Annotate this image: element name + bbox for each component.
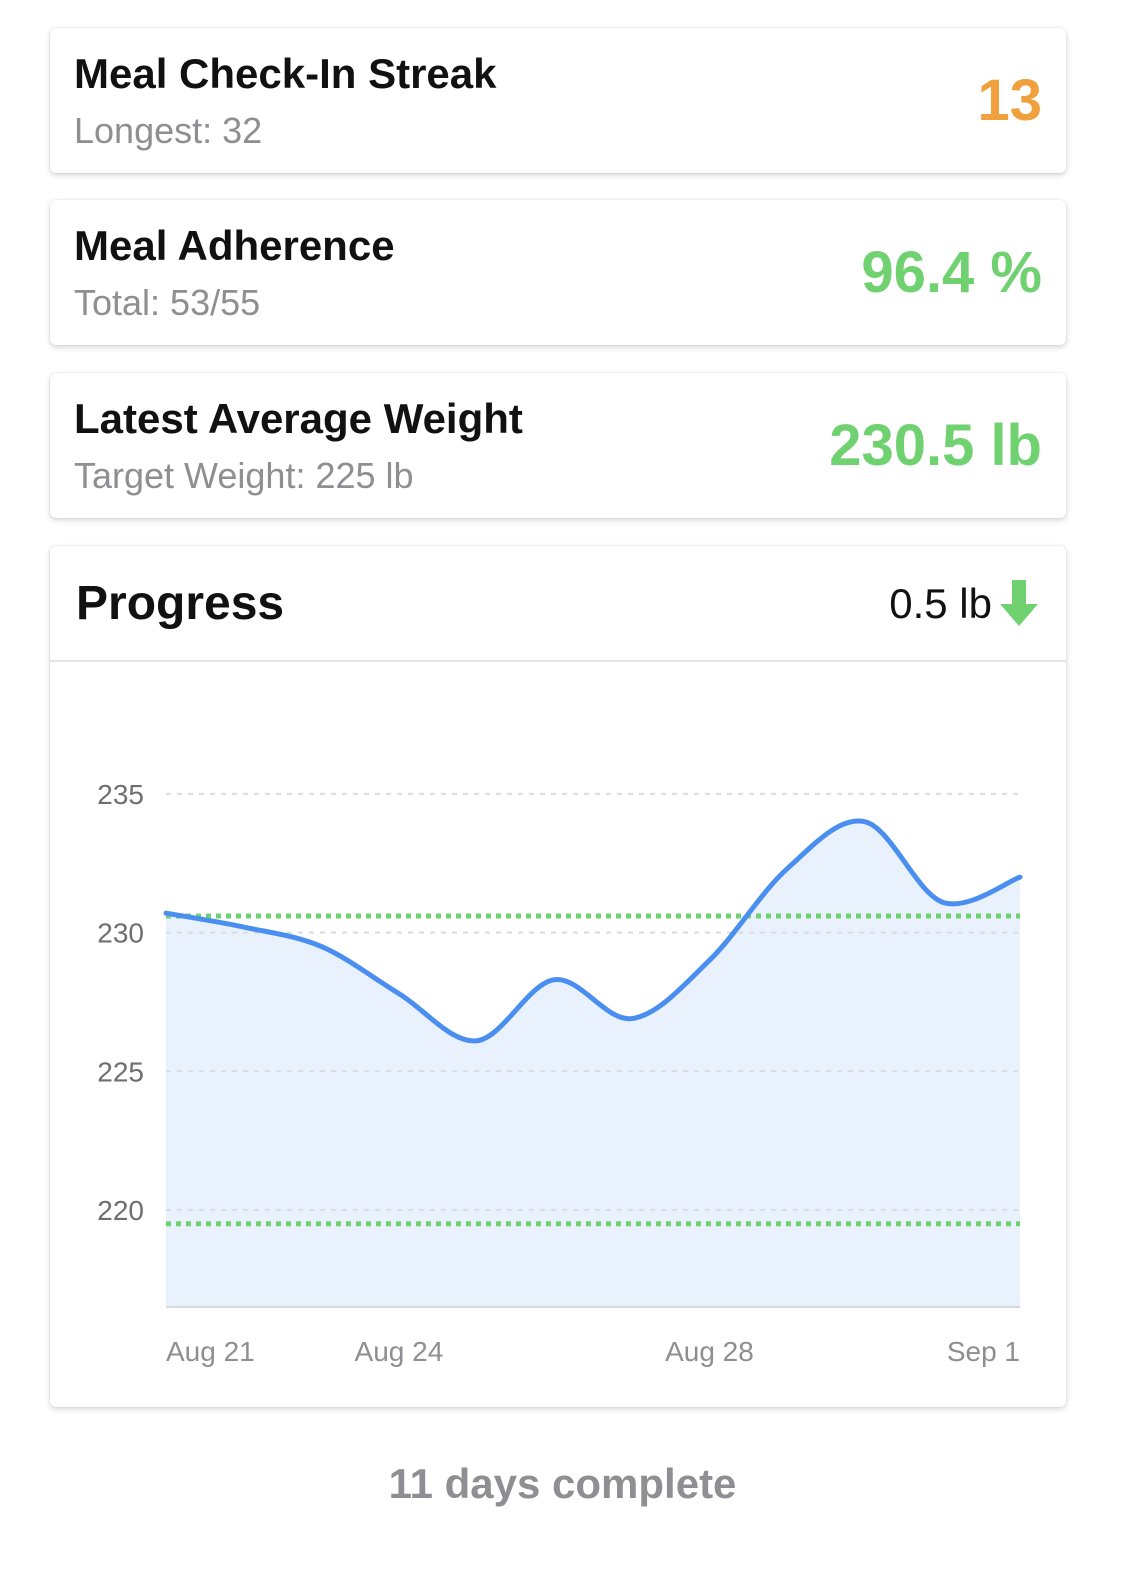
y-tick-label: 220	[97, 1195, 144, 1226]
adherence-card: Meal Adherence Total: 53/55 96.4 %	[50, 200, 1066, 345]
days-complete: 11 days complete	[388, 1460, 737, 1507]
weight-value: 230.5 lb	[829, 413, 1042, 478]
progress-delta: 0.5 lb	[889, 580, 992, 627]
x-tick-label: Aug 28	[665, 1336, 754, 1367]
streak-title: Meal Check-In Streak	[74, 50, 497, 97]
streak-longest: Longest: 32	[74, 110, 263, 151]
weight-line	[163, 818, 1023, 1044]
x-tick-label: Aug 21	[166, 1336, 255, 1367]
weight-chart: 220 225 230 235 Aug 21 Aug 24 Aug 28 Sep 1	[97, 779, 1023, 1367]
adherence-value: 96.4 %	[861, 240, 1042, 305]
weight-title: Latest Average Weight	[74, 395, 523, 442]
streak-card: Meal Check-In Streak Longest: 32 13	[50, 28, 1066, 173]
adherence-total: Total: 53/55	[74, 282, 261, 323]
x-tick-label: Aug 24	[355, 1336, 444, 1367]
progress-title: Progress	[76, 577, 285, 630]
x-tick-label: Sep 1	[947, 1336, 1020, 1367]
target-weight: Target Weight: 225 lb	[74, 455, 414, 496]
progress-header: Progress 0.5 lb	[50, 546, 1066, 662]
weight-card: Latest Average Weight Target Weight: 225…	[50, 373, 1066, 518]
adherence-title: Meal Adherence	[74, 222, 395, 269]
arrow-down-icon	[1000, 580, 1038, 626]
progress-card: Progress 0.5 lb 220 225 230 235 Aug 21 Aug 24…	[50, 546, 1066, 1407]
y-tick-label: 235	[97, 779, 144, 810]
y-tick-label: 230	[97, 918, 144, 949]
area-fill	[166, 820, 1020, 1307]
streak-value: 13	[977, 68, 1042, 133]
y-tick-label: 225	[97, 1056, 144, 1087]
